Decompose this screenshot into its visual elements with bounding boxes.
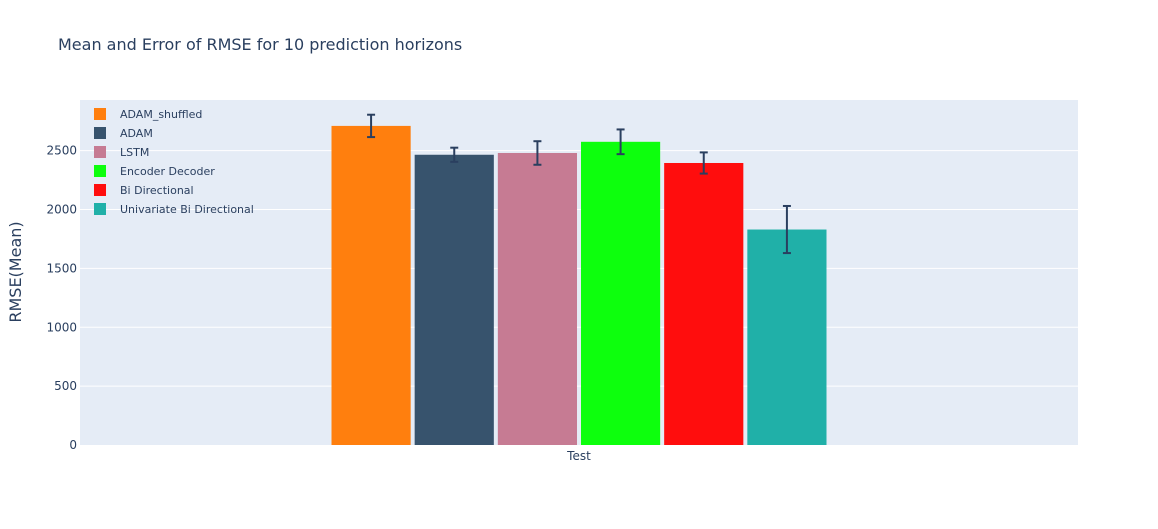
chart-title: Mean and Error of RMSE for 10 prediction… [58, 35, 462, 54]
legend-item[interactable]: Bi Directional [94, 184, 194, 197]
y-tick-label: 1500 [46, 261, 77, 275]
error-bars [367, 113, 791, 255]
y-tick-label: 0 [69, 438, 77, 452]
y-axis-label: RMSE(Mean) [6, 221, 25, 322]
y-tick-label: 500 [54, 379, 77, 393]
legend-swatch [94, 146, 106, 158]
legend-swatch [94, 184, 106, 196]
legend-swatch [94, 203, 106, 215]
legend-swatch [94, 127, 106, 139]
legend-label: ADAM [120, 127, 153, 140]
bar-adam [414, 154, 494, 445]
y-tick-label: 1000 [46, 320, 77, 334]
y-tick-label: 2500 [46, 144, 77, 158]
legend-item[interactable]: ADAM [94, 127, 153, 140]
legend-swatch [94, 108, 106, 120]
plot-area [80, 100, 1078, 445]
bar-bi-directional [664, 162, 744, 445]
x-axis-ticks: Test [566, 449, 591, 463]
legend-item[interactable]: LSTM [94, 146, 149, 159]
bar-encoder-decoder [581, 141, 661, 445]
y-axis-ticks: 0 500 1000 1500 2000 2500 [46, 144, 77, 452]
legend-label: Bi Directional [120, 184, 194, 197]
bar-lstm [497, 152, 577, 446]
bars [331, 125, 827, 446]
x-tick-label: Test [566, 449, 591, 463]
gridlines [80, 150, 1078, 387]
legend-item[interactable]: Univariate Bi Directional [94, 203, 254, 216]
legend-label: Univariate Bi Directional [120, 203, 254, 216]
legend-swatch [94, 165, 106, 177]
legend-item[interactable]: ADAM_shuffled [94, 108, 202, 121]
bar-adam-shuffled [331, 125, 411, 446]
bar-univariate-bi-directional [747, 229, 827, 445]
legend-label: Encoder Decoder [120, 165, 215, 178]
legend-item[interactable]: Encoder Decoder [94, 165, 215, 178]
legend: ADAM_shuffled ADAM LSTM Encoder Decoder Bi D… [94, 108, 254, 216]
y-tick-label: 2000 [46, 203, 77, 217]
legend-label: LSTM [120, 146, 149, 159]
legend-label: ADAM_shuffled [120, 108, 202, 121]
